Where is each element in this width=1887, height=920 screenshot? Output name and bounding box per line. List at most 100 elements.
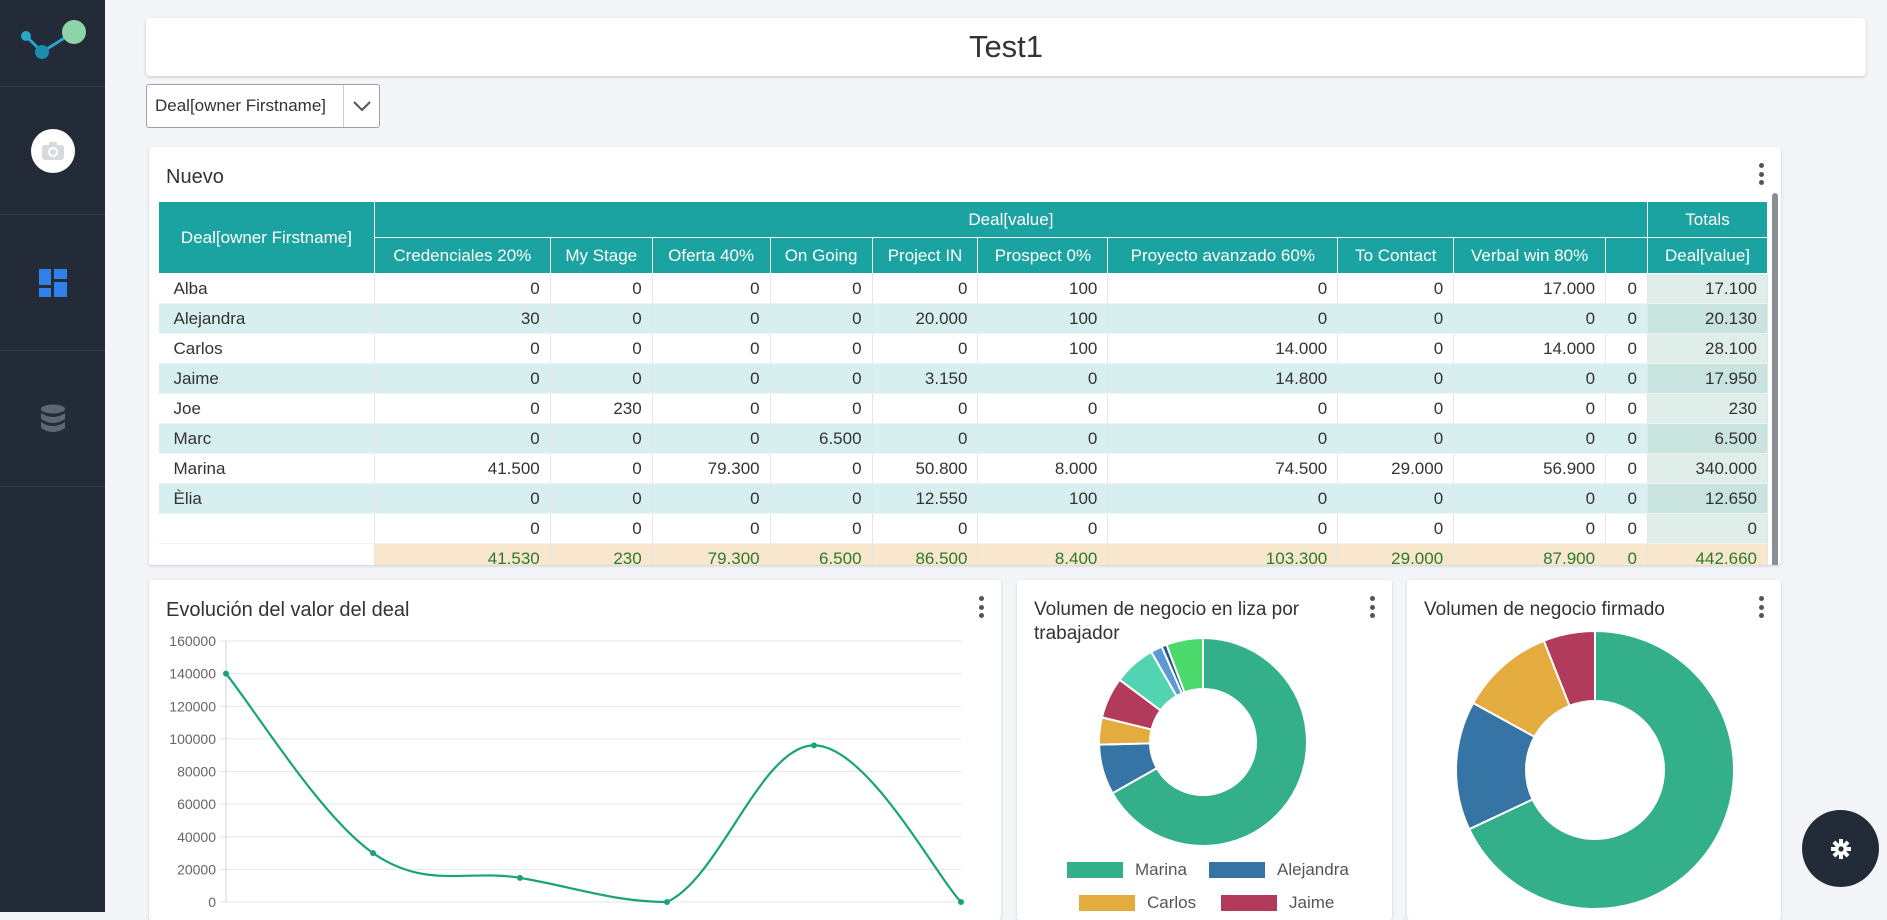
table-cell: 56.900: [1453, 453, 1607, 484]
data-point[interactable]: [958, 899, 964, 905]
table-cell: 12.550: [872, 483, 979, 514]
row-label: Alba: [158, 273, 375, 304]
pivot-menu-icon[interactable]: [1757, 163, 1765, 185]
table-cell: 79.300: [652, 453, 771, 484]
table-cell: 0: [977, 393, 1109, 424]
y-tick-label: 160000: [169, 633, 216, 649]
column-header: To Contact: [1337, 237, 1455, 274]
table-cell: 29.000: [1337, 543, 1455, 565]
table-cell: 8.000: [977, 453, 1109, 484]
table-cell: 0: [652, 393, 771, 424]
data-point[interactable]: [517, 874, 523, 881]
row-label: [158, 513, 375, 544]
settings-button[interactable]: [1802, 810, 1879, 887]
sidebar-item-dashboard[interactable]: [0, 215, 105, 351]
table-cell: 0: [1605, 393, 1648, 424]
legend-label: Marina: [1135, 860, 1187, 879]
legend-swatch: [1209, 862, 1265, 878]
table-row: Carlos 0 0 0 0 0 100 14.000 0 14.000 0 28.100: [158, 333, 1768, 364]
table-row: Joe 0 230 0 0 0 0 0 0 0 0 230: [158, 393, 1768, 424]
row-header: Deal[owner Firstname]: [158, 201, 375, 274]
sidebar-item-database[interactable]: [0, 351, 105, 487]
donut2-menu-icon[interactable]: [1757, 596, 1765, 618]
legend-item[interactable]: Alejandra: [1209, 860, 1349, 880]
table-cell: 0: [374, 273, 551, 304]
table-cell: 100: [977, 333, 1109, 364]
y-tick-label: 80000: [177, 764, 216, 780]
table-cell: 0: [1605, 333, 1648, 364]
table-cell: 30: [374, 303, 551, 334]
table-cell: 0: [977, 423, 1109, 454]
line-chart-title: Evolución del valor del deal: [166, 599, 410, 621]
table-cell: 0: [1453, 483, 1607, 514]
table-cell: 6.500: [770, 543, 873, 565]
table-cell: 0: [1337, 513, 1455, 544]
row-total-cell: 12.650: [1647, 483, 1768, 514]
table-cell: 0: [550, 513, 653, 544]
pivot-title: Nuevo: [166, 166, 224, 188]
dashboard-title-card: Test1: [146, 18, 1866, 76]
table-cell: 0: [770, 453, 873, 484]
dimension-select[interactable]: Deal[owner Firstname]: [146, 84, 380, 128]
dashboard-icon: [38, 268, 67, 297]
chevron-down-icon[interactable]: [343, 85, 379, 127]
line-chart-menu-icon[interactable]: [977, 596, 985, 618]
page-title: Test1: [968, 29, 1044, 64]
table-cell: 0: [770, 483, 873, 514]
pie-slice[interactable]: [1542, 629, 1596, 708]
row-label: Èlia: [158, 483, 375, 514]
gear-icon: [1830, 838, 1851, 859]
table-row: Alejandra 30 0 0 0 20.000 100 0 0 0 0 20.130: [158, 303, 1768, 334]
table-cell: 0: [374, 483, 551, 514]
y-tick-label: 0: [208, 894, 216, 910]
legend-item[interactable]: Marina: [1067, 860, 1187, 880]
table-cell: 0: [770, 513, 873, 544]
table-row: Marc 0 0 0 6.500 0 0 0 0 0 0 6.500: [158, 423, 1768, 454]
donut1-card: Volumen de negocio en liza por trabajado…: [1017, 580, 1392, 920]
table-cell: 8.400: [977, 543, 1109, 565]
table-cell: 0: [652, 513, 771, 544]
pie-slice[interactable]: [1165, 636, 1204, 694]
table-cell: 0: [652, 303, 771, 334]
table-cell: 0: [1337, 333, 1455, 364]
app-logo[interactable]: [0, 0, 105, 87]
table-cell: 0: [1605, 363, 1648, 394]
column-header: Project IN: [871, 237, 979, 274]
table-cell: 0: [1453, 393, 1607, 424]
table-cell: 0: [977, 363, 1109, 394]
table-cell: 0: [1605, 513, 1648, 544]
legend-item[interactable]: Jaime: [1221, 893, 1334, 913]
pie-slice[interactable]: [1111, 636, 1308, 847]
table-cell: 0: [770, 363, 873, 394]
donut1-title: Volumen de negocio en liza por trabajado…: [1034, 598, 1299, 646]
donut1-chart: [1098, 636, 1308, 847]
table-cell: 0: [550, 303, 653, 334]
table-cell: 14.000: [1107, 333, 1339, 364]
user-avatar[interactable]: [0, 87, 105, 215]
column-header: [1605, 237, 1648, 274]
row-total-cell: 17.100: [1647, 273, 1768, 304]
table-cell: 0: [1605, 423, 1648, 454]
legend-label: Alejandra: [1277, 860, 1349, 879]
data-point[interactable]: [811, 742, 817, 749]
table-cell: 0: [872, 333, 979, 364]
data-point[interactable]: [370, 850, 376, 857]
donut1-title-line2: trabajador: [1034, 623, 1120, 644]
table-cell: 17.000: [1453, 273, 1607, 304]
series-line: [225, 672, 962, 904]
table-cell: 29.000: [1337, 453, 1455, 484]
table-cell: 0: [1605, 543, 1648, 565]
pie-slice[interactable]: [1467, 629, 1735, 910]
donut1-menu-icon[interactable]: [1368, 596, 1376, 618]
legend-item[interactable]: Carlos: [1079, 893, 1196, 913]
grand-total-row: 41.530 230 79.300 6.500 86.500 8.400 103.300 29…: [158, 543, 1768, 565]
column-header: On Going: [769, 237, 873, 274]
data-point[interactable]: [223, 670, 229, 677]
group-header: Deal[value]: [373, 201, 1649, 238]
table-cell: 100: [977, 273, 1109, 304]
table-row: Jaime 0 0 0 0 3.150 0 14.800 0 0 0 17.950: [158, 363, 1768, 394]
data-point[interactable]: [664, 899, 670, 905]
row-total-cell: 442.660: [1647, 543, 1768, 565]
vertical-scrollbar[interactable]: [1772, 193, 1778, 565]
table-cell: 50.800: [872, 453, 979, 484]
